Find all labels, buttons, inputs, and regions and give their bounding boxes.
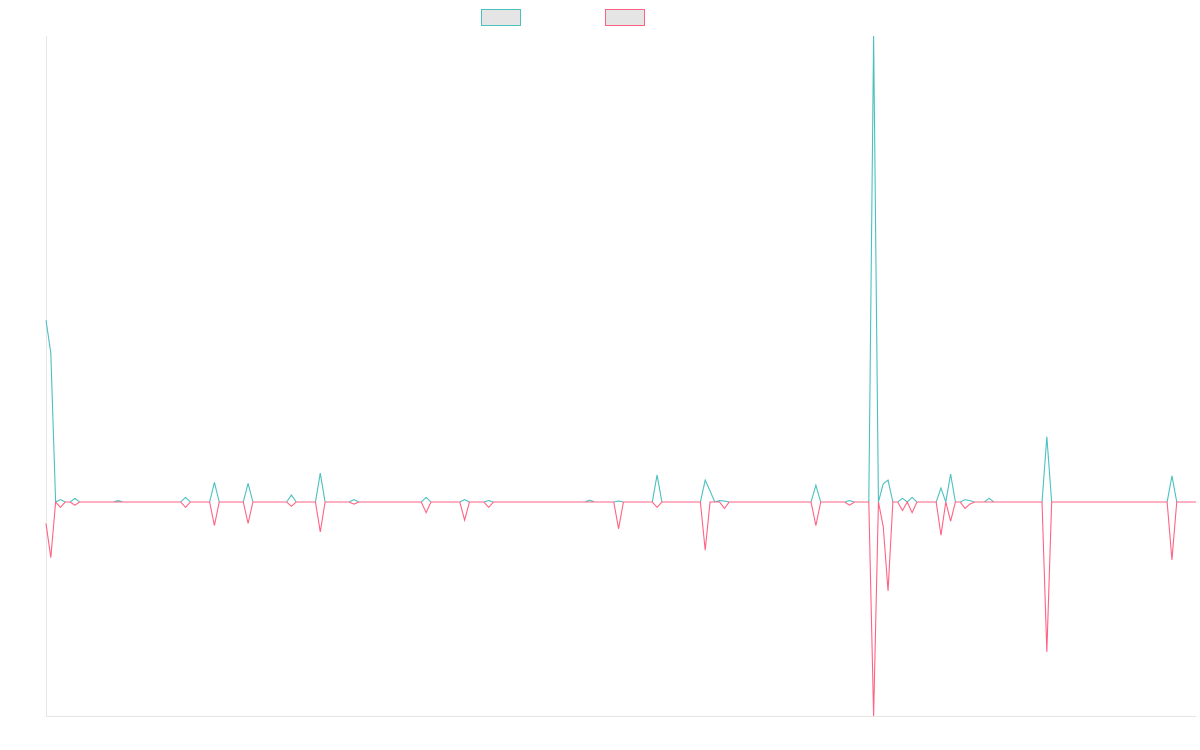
legend-swatch-series-2[interactable] [605, 9, 645, 26]
legend-swatch-series-1[interactable] [481, 9, 521, 26]
series-2-line [45, 500, 1196, 717]
plot-area [45, 35, 1196, 717]
series-1-line [45, 35, 1196, 503]
legend[interactable] [481, 9, 645, 26]
